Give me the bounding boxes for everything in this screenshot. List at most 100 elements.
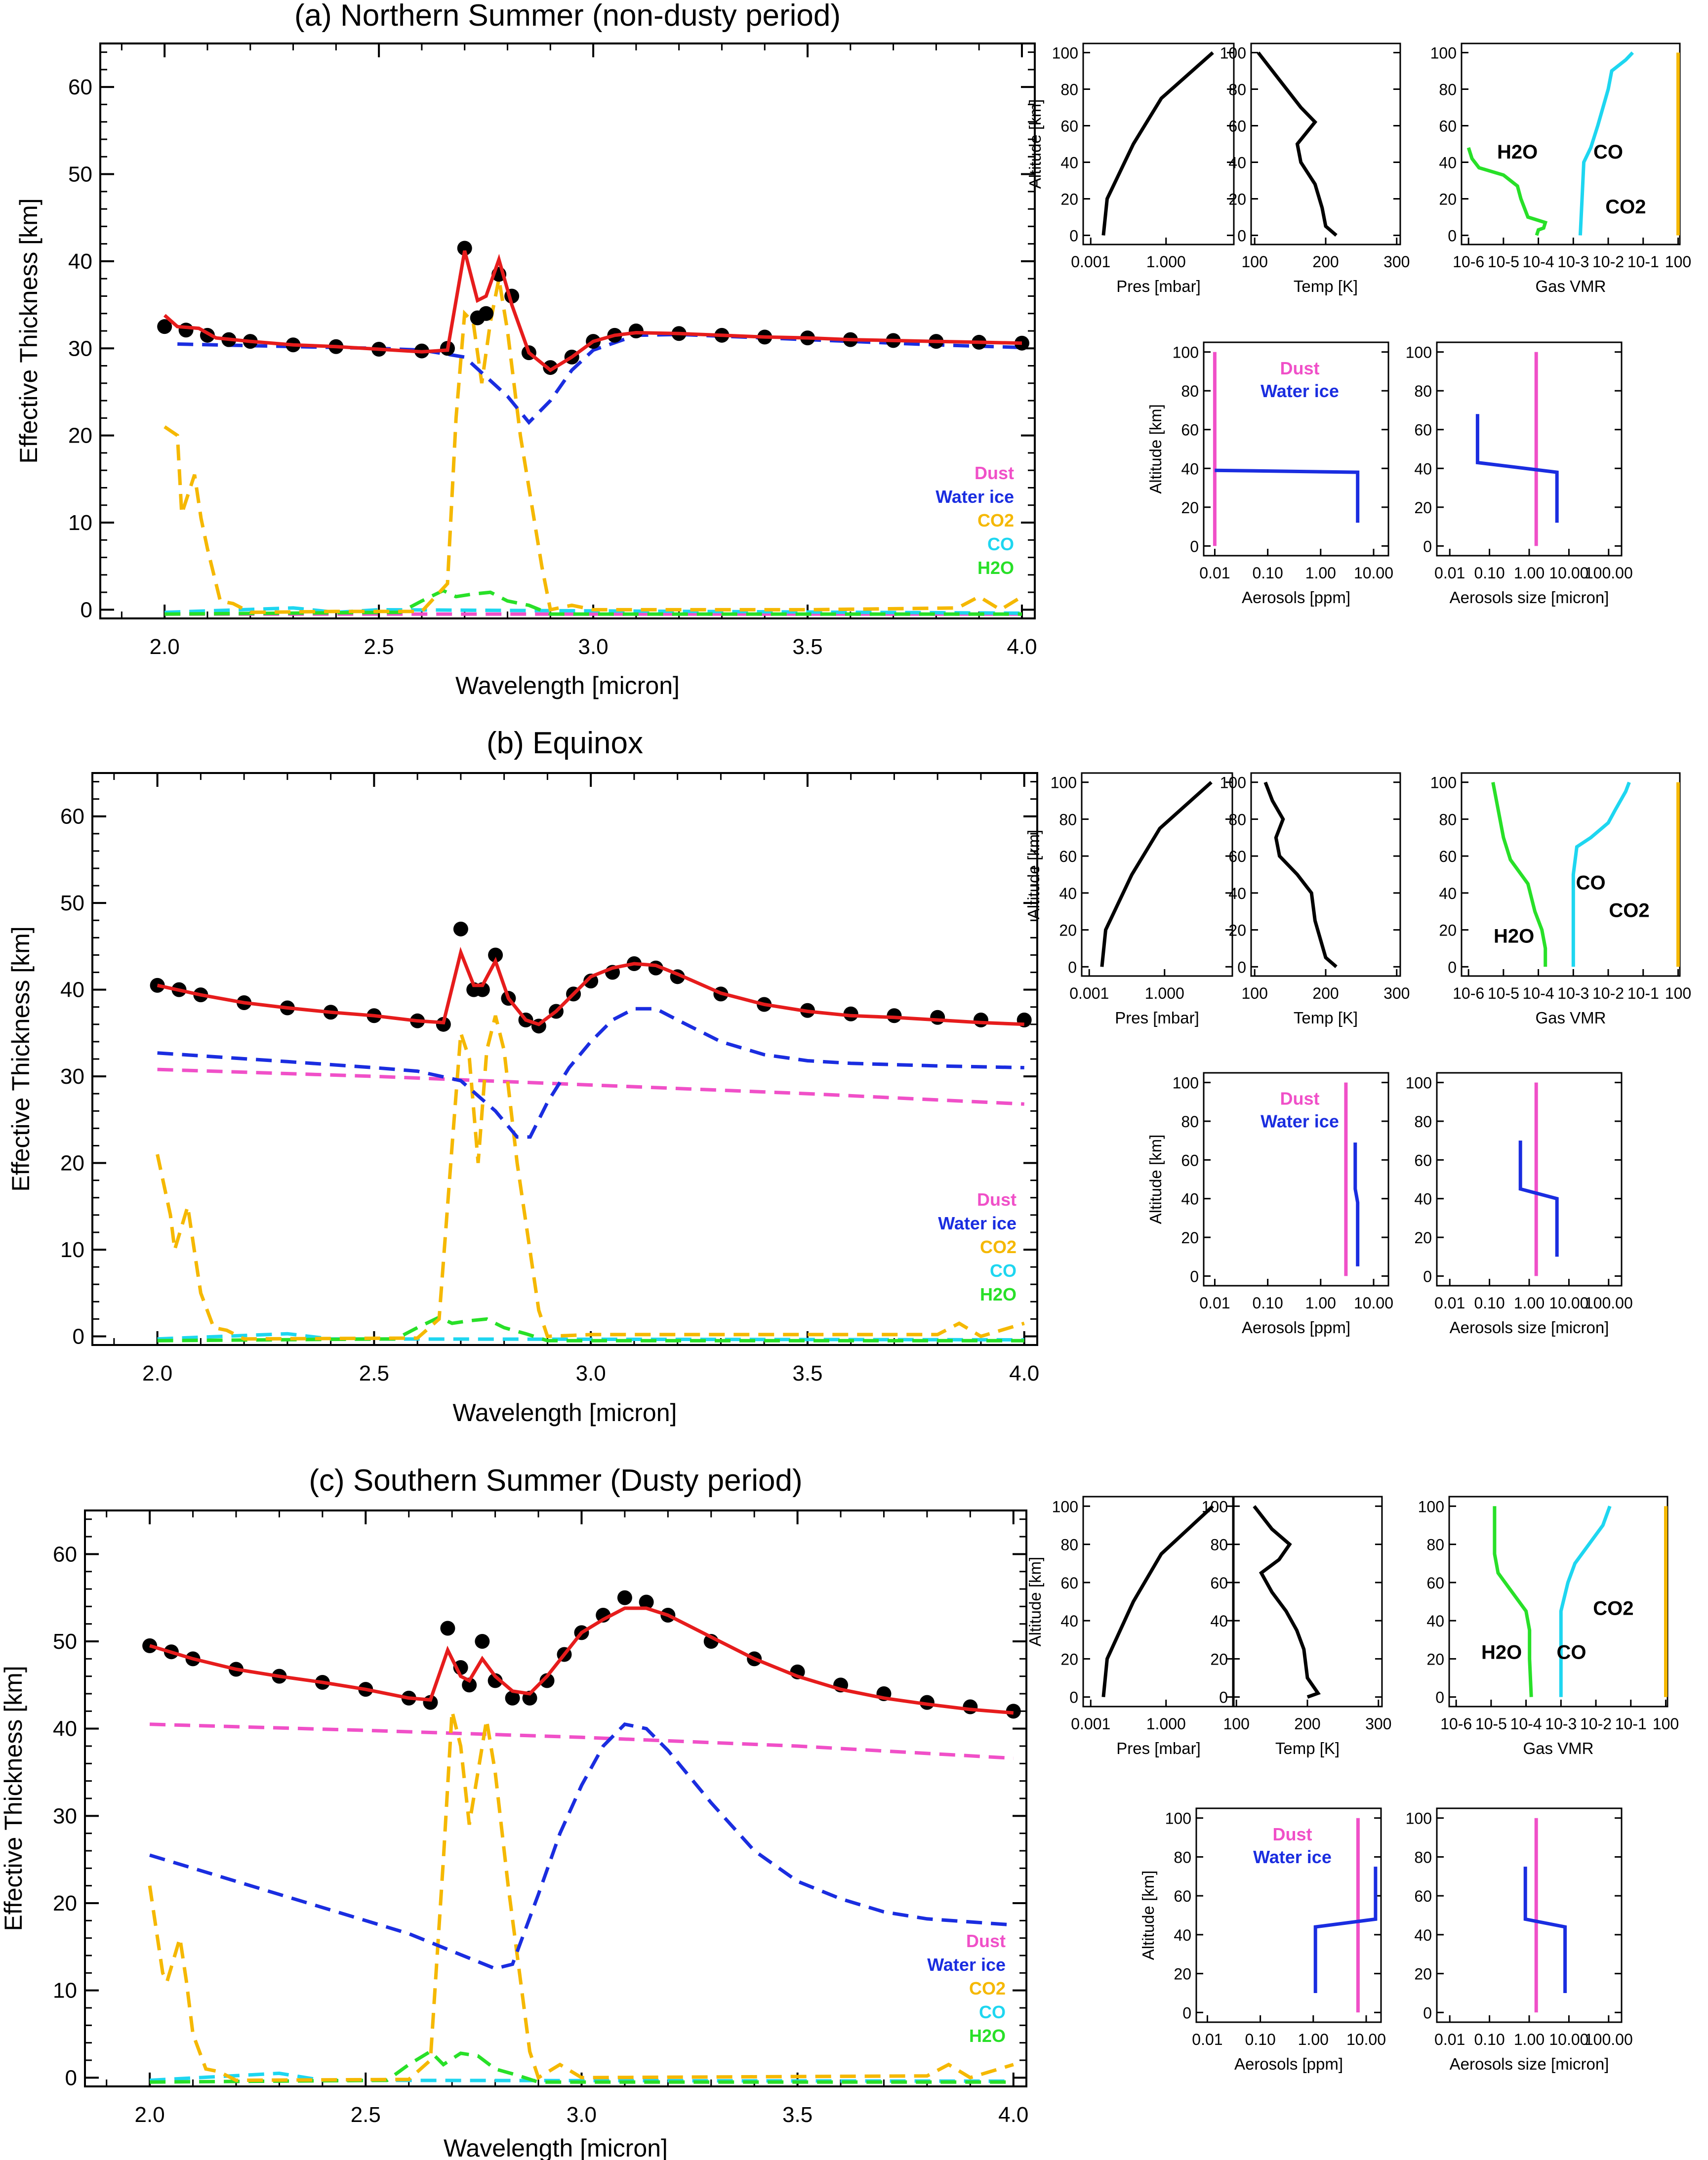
profile-frame bbox=[1081, 772, 1233, 977]
alt-tick-label: 40 bbox=[1439, 885, 1457, 902]
alt-tick-label: 40 bbox=[1210, 1612, 1228, 1630]
x-tick-label: 3.0 bbox=[576, 1361, 606, 1386]
profile-x-tick-label: 0.01 bbox=[1434, 1294, 1465, 1312]
observed-point bbox=[887, 1008, 902, 1023]
observed-point bbox=[475, 1634, 490, 1649]
profile-x-tick-label: 10.00 bbox=[1354, 564, 1393, 582]
water-ice-ppm-profile bbox=[1353, 1142, 1360, 1266]
alt-tick-label: 40 bbox=[1414, 1926, 1432, 1944]
profile-x-tick-label: 100 bbox=[1665, 984, 1691, 1002]
profile-x-tick-label: 1.000 bbox=[1146, 1715, 1186, 1733]
profile-x-label: Gas VMR bbox=[1535, 1009, 1606, 1027]
profile-x-label: Aerosols size [micron] bbox=[1450, 588, 1609, 607]
profile-x-tick-label: 10-2 bbox=[1592, 253, 1624, 271]
y-tick-label: 60 bbox=[53, 1542, 77, 1566]
panel-title: (b) Equinox bbox=[487, 726, 643, 760]
profile-x-tick-label: 10.00 bbox=[1549, 1294, 1588, 1312]
alt-tick-label: 20 bbox=[1059, 922, 1077, 939]
panel-title: (c) Southern Summer (Dusty period) bbox=[309, 1464, 802, 1498]
water-ice-series bbox=[149, 1722, 1014, 1971]
alt-tick-label: 0 bbox=[1219, 1689, 1228, 1707]
profile-x-tick-label: 100 bbox=[1653, 1715, 1679, 1733]
alt-tick-label: 20 bbox=[1174, 1965, 1191, 1983]
alt-tick-label: 80 bbox=[1439, 811, 1457, 828]
profile-x-tick-label: 10-6 bbox=[1453, 984, 1484, 1002]
profile-x-tick-label: 10-4 bbox=[1510, 1715, 1542, 1733]
aerosol-legend-dust: Dust bbox=[1280, 358, 1319, 378]
observed-point bbox=[505, 1690, 520, 1706]
alt-tick-label: 20 bbox=[1439, 922, 1457, 939]
dust-series bbox=[150, 1722, 1014, 1760]
y-tick-label: 40 bbox=[68, 249, 92, 274]
pressure-profile bbox=[1100, 781, 1213, 967]
water-ice-ppm-profile bbox=[1313, 1867, 1378, 1993]
water-ice-size-profile bbox=[1518, 1141, 1559, 1257]
profile-x-tick-label: 10-3 bbox=[1557, 984, 1589, 1002]
x-tick-label: 4.0 bbox=[1009, 1361, 1039, 1386]
profile-x-label: Aerosols size [micron] bbox=[1450, 2055, 1609, 2073]
profile-x-tick-label: 10-2 bbox=[1592, 984, 1624, 1002]
legend-h2o: H2O bbox=[977, 558, 1014, 578]
observed-point bbox=[617, 1590, 632, 1605]
alt-tick-label: 100 bbox=[1173, 344, 1199, 362]
alt-tick-label: 100 bbox=[1052, 44, 1078, 62]
x-tick-label: 3.5 bbox=[782, 2103, 813, 2127]
profile-x-tick-label: 0.001 bbox=[1071, 1715, 1110, 1733]
water-ice-ppm-profile bbox=[1215, 468, 1360, 523]
co2-series bbox=[148, 1711, 1014, 2082]
alt-tick-label: 60 bbox=[1414, 421, 1432, 439]
profile-x-tick-label: 0.01 bbox=[1199, 1294, 1230, 1312]
profile-x-label: Aerosols [ppm] bbox=[1234, 2055, 1343, 2073]
alt-tick-label: 60 bbox=[1426, 1574, 1444, 1592]
alt-tick-label: 100 bbox=[1430, 44, 1457, 62]
alt-tick-label: 0 bbox=[1448, 227, 1457, 245]
profile-x-tick-label: 200 bbox=[1294, 1715, 1320, 1733]
co-vmr-profile bbox=[1571, 781, 1631, 967]
profile-x-tick-label: 0.01 bbox=[1199, 564, 1230, 582]
legend-water-ice: Water ice bbox=[927, 1955, 1006, 1975]
alt-tick-label: 80 bbox=[1414, 1848, 1432, 1866]
profile-x-tick-label: 0.10 bbox=[1252, 564, 1283, 582]
temperature-profile bbox=[1257, 51, 1338, 237]
y-tick-label: 60 bbox=[68, 75, 92, 99]
profile-x-label: Gas VMR bbox=[1535, 277, 1606, 295]
profile-x-tick-label: 10-1 bbox=[1627, 984, 1659, 1002]
alt-tick-label: 100 bbox=[1051, 774, 1077, 792]
alt-tick-label: 100 bbox=[1430, 774, 1457, 792]
profile-x-tick-label: 100 bbox=[1241, 253, 1267, 271]
profile-x-label: Temp [K] bbox=[1275, 1739, 1340, 1757]
alt-tick-label: 60 bbox=[1228, 118, 1246, 135]
profile-x-tick-label: 100 bbox=[1241, 984, 1267, 1002]
profile-x-tick-label: 0.01 bbox=[1434, 564, 1465, 582]
observed-point bbox=[583, 974, 599, 989]
profile-x-tick-label: 10-3 bbox=[1545, 1715, 1577, 1733]
legend-water-ice: Water ice bbox=[935, 487, 1014, 507]
profile-x-tick-label: 1.00 bbox=[1514, 564, 1545, 582]
h2o-vmr-profile bbox=[1493, 1506, 1533, 1697]
profile-x-tick-label: 100.00 bbox=[1585, 564, 1633, 582]
y-tick-label: 50 bbox=[53, 1630, 77, 1654]
alt-tick-label: 60 bbox=[1439, 118, 1457, 135]
alt-tick-label: 20 bbox=[1228, 191, 1246, 208]
y-tick-label: 10 bbox=[68, 511, 92, 535]
profile-frame bbox=[1195, 1807, 1382, 2023]
profile-x-tick-label: 0.10 bbox=[1252, 1294, 1283, 1312]
h2o-vmr-profile bbox=[1491, 782, 1547, 967]
alt-tick-label: 0 bbox=[1190, 537, 1199, 555]
water-ice-size-profile bbox=[1523, 1867, 1567, 1993]
y-tick-label: 0 bbox=[81, 598, 92, 622]
alt-tick-label: 0 bbox=[1423, 2004, 1432, 2022]
profile-x-label: Gas VMR bbox=[1523, 1739, 1593, 1757]
alt-tick-label: 40 bbox=[1228, 154, 1246, 172]
observed-point bbox=[488, 947, 503, 963]
alt-tick-label: 0 bbox=[1237, 227, 1246, 245]
gas-label-h2o: H2O bbox=[1494, 926, 1534, 947]
profile-x-tick-label: 300 bbox=[1383, 253, 1410, 271]
alt-tick-label: 60 bbox=[1181, 421, 1199, 439]
profile-x-tick-label: 200 bbox=[1312, 253, 1339, 271]
x-tick-label: 3.0 bbox=[578, 635, 608, 659]
y-tick-label: 50 bbox=[68, 163, 92, 187]
alt-tick-label: 20 bbox=[1414, 499, 1432, 517]
alt-tick-label: 60 bbox=[1174, 1887, 1191, 1905]
